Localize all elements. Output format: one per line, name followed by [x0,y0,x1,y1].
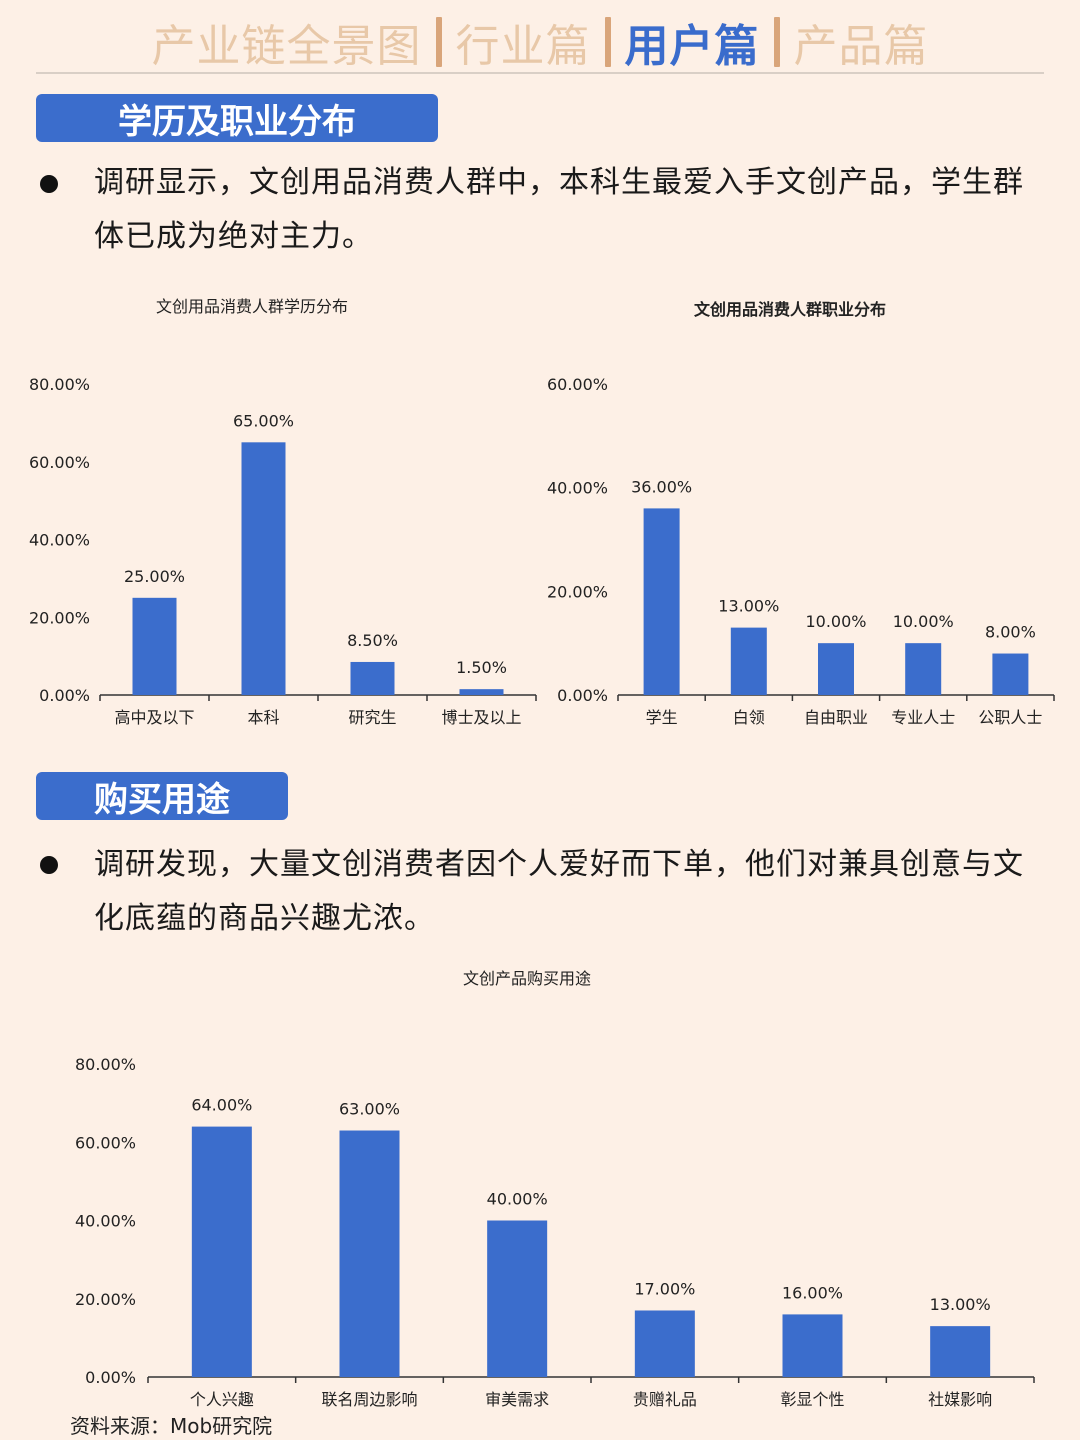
bullet-dot [40,175,58,193]
y-tick-label: 0.00% [557,686,608,705]
y-tick-label: 80.00% [29,375,90,394]
data-label: 64.00% [191,1096,252,1115]
bar [930,1326,991,1377]
bar [634,1310,695,1377]
y-tick-label: 80.00% [75,1055,136,1074]
bar [782,1314,843,1377]
bar [643,508,680,695]
bar [992,653,1029,695]
section-text-purpose: 调研发现，大量文创消费者因个人爱好而下单，他们对兼具创意与文化底蕴的商品兴趣尤浓… [94,847,1024,936]
chart-title: 文创用品消费人群学历分布 [156,297,348,316]
y-tick-label: 60.00% [29,453,90,472]
data-label: 16.00% [782,1283,843,1302]
data-label: 17.00% [634,1279,695,1298]
x-tick-label: 高中及以下 [114,708,194,727]
data-label: 13.00% [718,597,779,616]
y-tick-label: 60.00% [547,375,608,394]
x-tick-label: 本科 [247,708,279,727]
data-label: 13.00% [930,1295,991,1314]
x-tick-label: 学生 [646,708,678,727]
y-tick-label: 0.00% [39,686,90,705]
y-tick-label: 20.00% [29,608,90,627]
bar [818,643,854,695]
x-tick-label: 审美需求 [485,1390,549,1409]
data-label: 8.00% [985,623,1036,642]
x-tick-label: 公职人士 [978,708,1042,727]
y-tick-label: 20.00% [75,1290,136,1309]
x-tick-label: 专业人士 [891,708,955,727]
bar-chart-1: 文创用品消费人群学历分布 0.00% 20.00% 40.00% 60.00% 80.00… [29,297,537,727]
bar [132,597,177,695]
tab-products[interactable]: 产品篇 [793,21,929,72]
data-label: 25.00% [124,567,185,586]
tab-separator [604,17,611,67]
chart-title: 文创用品消费人群职业分布 [694,300,886,319]
tab-users[interactable]: 用户篇 [624,21,760,72]
y-tick-label: 60.00% [75,1133,136,1152]
bar-chart-2: 文创用品消费人群职业分布 0.00% 20.00% 40.00% 60.00% 36.00… [547,300,1055,727]
section-title-education: 学历及职业分布 [36,94,438,142]
section-title-purpose: 购买用途 [36,772,288,820]
bar-chart-3: 文创产品购买用途 0.00% 20.00% 40.00% 60.00% 80.00% 64.… [75,969,1035,1409]
data-label: 63.00% [339,1100,400,1119]
data-label: 10.00% [805,612,866,631]
chart-title: 文创产品购买用途 [463,969,591,988]
x-tick-label: 彰显个性 [780,1390,844,1409]
y-tick-label: 40.00% [547,479,608,498]
data-label: 40.00% [487,1190,548,1209]
y-tick-label: 0.00% [85,1368,136,1387]
x-tick-label: 博士及以上 [441,708,521,727]
data-label: 36.00% [631,477,692,496]
y-tick-label: 40.00% [29,531,90,550]
section-text-education: 调研显示，文创用品消费人群中，本科生最爱入手文创产品，学生群体已成为绝对主力。 [94,165,1024,254]
data-label: 8.50% [347,631,398,650]
y-tick-label: 20.00% [547,582,608,601]
bar [241,442,286,695]
bar [339,1130,400,1377]
x-tick-label: 个人兴趣 [190,1390,254,1409]
x-tick-label: 自由职业 [804,708,868,727]
x-tick-label: 社媒影响 [928,1390,992,1409]
bar [459,689,504,695]
data-label: 65.00% [233,411,294,430]
nav-divider [36,72,1044,74]
x-tick-label: 贵赠礼品 [633,1390,697,1409]
bar [487,1220,548,1377]
bar [730,627,767,695]
bar [905,643,942,695]
tab-separator [773,17,780,67]
tab-industry-chain[interactable]: 产业链全景图 [151,21,422,72]
data-source: 资料来源：Mob研究院 [70,1414,273,1438]
data-label: 1.50% [456,658,507,677]
x-tick-label: 白领 [733,708,765,727]
data-label: 10.00% [893,612,954,631]
top-nav: 产业链全景图 行业篇 用户篇 产品篇 [0,10,1080,74]
x-tick-label: 研究生 [348,708,396,727]
y-tick-label: 40.00% [75,1212,136,1231]
tab-industry[interactable]: 行业篇 [455,21,591,72]
bar [191,1126,252,1377]
bar [350,661,395,695]
x-tick-label: 联名周边影响 [321,1390,417,1409]
bullet-dot [40,856,58,874]
tab-separator [435,17,442,67]
